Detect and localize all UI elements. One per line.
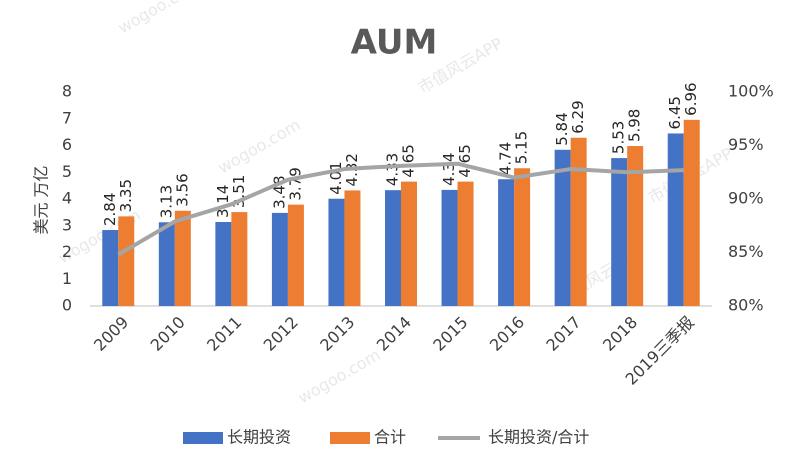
bar bbox=[328, 198, 345, 306]
legend-swatch bbox=[183, 432, 223, 444]
data-label: 3.35 bbox=[117, 179, 135, 212]
y2-tick-label: 80% bbox=[728, 296, 764, 315]
y-tick-label: 8 bbox=[62, 82, 72, 101]
line-series bbox=[117, 161, 684, 257]
bar bbox=[158, 222, 175, 306]
legend-label: 长期投资 bbox=[227, 428, 291, 447]
bar bbox=[344, 190, 361, 306]
legend-swatch bbox=[330, 432, 370, 444]
bar bbox=[554, 149, 571, 306]
bar bbox=[287, 204, 304, 306]
y2-tick-label: 85% bbox=[728, 242, 764, 261]
bar bbox=[570, 137, 587, 306]
data-label: 6.45 bbox=[666, 96, 684, 129]
bar bbox=[457, 181, 474, 306]
bar bbox=[498, 179, 515, 306]
legend-label: 长期投资/合计 bbox=[488, 428, 589, 447]
y2-tick-label: 95% bbox=[728, 135, 764, 154]
y-tick-label: 1 bbox=[62, 269, 72, 288]
chart-title: AUM bbox=[351, 23, 438, 63]
data-label: 6.29 bbox=[569, 100, 587, 133]
bar bbox=[401, 181, 417, 306]
bar bbox=[385, 190, 401, 306]
bar bbox=[231, 212, 248, 306]
bar bbox=[174, 210, 191, 306]
y2-tick-label: 100% bbox=[728, 82, 774, 101]
bar bbox=[215, 222, 232, 306]
bar bbox=[514, 168, 531, 306]
bar bbox=[611, 158, 628, 306]
data-label: 5.53 bbox=[610, 121, 628, 154]
y-tick-label: 2 bbox=[62, 242, 72, 261]
y-tick-label: 4 bbox=[62, 189, 72, 208]
data-label: 3.79 bbox=[286, 167, 304, 200]
y-tick-label: 6 bbox=[62, 135, 72, 154]
data-label: 5.15 bbox=[513, 131, 531, 164]
data-label: 4.34 bbox=[440, 152, 458, 185]
legend-label: 合计 bbox=[374, 428, 406, 447]
data-label: 5.98 bbox=[626, 109, 644, 142]
y-tick-label: 3 bbox=[62, 215, 72, 234]
data-label: 3.13 bbox=[157, 185, 175, 218]
y-tick-label: 5 bbox=[62, 162, 72, 181]
bar bbox=[627, 146, 644, 306]
data-label: 5.84 bbox=[553, 112, 571, 145]
y-tick-label: 0 bbox=[62, 296, 72, 315]
bar bbox=[667, 133, 684, 306]
bar bbox=[441, 189, 458, 306]
data-label: 4.65 bbox=[456, 144, 474, 177]
bar bbox=[271, 212, 288, 306]
data-label: 3.56 bbox=[173, 173, 191, 206]
data-label: 4.65 bbox=[400, 144, 418, 177]
data-label: 6.96 bbox=[682, 82, 700, 115]
bar bbox=[118, 216, 135, 306]
y-tick-label: 7 bbox=[62, 108, 72, 127]
bar bbox=[683, 119, 700, 306]
data-label: 4.33 bbox=[384, 153, 402, 186]
y-axis-label: 美元 万亿 bbox=[32, 165, 51, 234]
bar bbox=[102, 230, 119, 306]
y2-tick-label: 90% bbox=[728, 189, 764, 208]
data-label: 2.84 bbox=[101, 193, 119, 226]
data-label: 4.74 bbox=[497, 142, 515, 175]
